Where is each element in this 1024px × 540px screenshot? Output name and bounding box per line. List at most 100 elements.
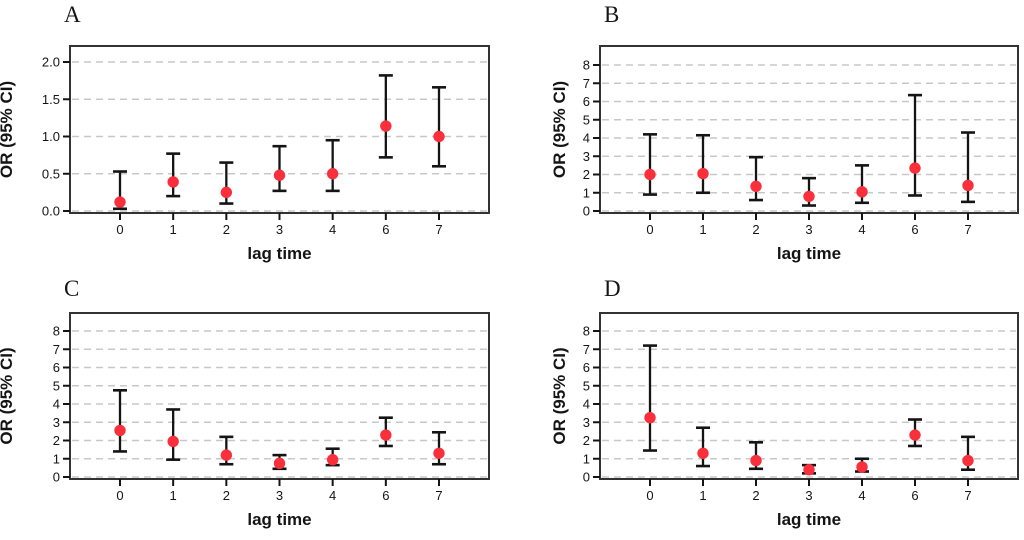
y-tick-label: 3 (583, 415, 590, 430)
y-axis-title: OR (95% CI) (0, 81, 16, 178)
data-point (114, 196, 126, 208)
y-tick-label: 2.0 (42, 55, 60, 70)
y-tick-label: 1 (583, 185, 590, 200)
x-tick-label: 3 (276, 222, 283, 237)
x-axis-title: lag time (777, 510, 841, 529)
panel-label-a: A (64, 2, 81, 27)
y-tick-label: 0 (583, 204, 590, 219)
y-axis-title: OR (95% CI) (550, 81, 569, 178)
x-tick-label: 2 (752, 222, 759, 237)
data-point (273, 169, 286, 181)
y-tick-label: 1 (583, 451, 590, 466)
x-tick-label: 3 (805, 488, 812, 503)
data-point (273, 457, 286, 470)
data-point (433, 130, 445, 143)
y-axis-title: OR (95% CI) (550, 347, 569, 444)
data-point (803, 464, 815, 476)
y-tick-label: 6 (53, 360, 60, 375)
data-point (750, 180, 762, 193)
data-point (433, 447, 445, 459)
x-tick-label: 0 (646, 222, 653, 237)
panel-d-plot: 0 1 2 3 4 5 6 7 8 0 1 2 3 4 6 7 lag time OR (95% CI) (550, 312, 1019, 529)
panel-b-plot: 0 1 2 3 4 5 6 7 8 0 1 2 3 4 6 7 lag time OR (95% CI) (550, 45, 1019, 263)
y-tick-label: 2 (53, 433, 60, 448)
panel-c: C 0 1 2 3 4 5 6 7 8 0 1 2 3 4 6 7 lag time OR (95% CI) (0, 270, 512, 540)
x-axis-title: lag time (777, 244, 841, 263)
data-point (909, 429, 921, 441)
x-axis-title: lag time (247, 510, 311, 529)
y-tick-label: 5 (53, 378, 60, 393)
y-tick-label: 0 (583, 470, 590, 485)
panel-label-b: B (604, 2, 620, 27)
data-point (326, 168, 339, 180)
y-tick-label: 6 (583, 94, 590, 109)
x-tick-label: 7 (964, 222, 971, 237)
data-point (803, 190, 815, 203)
y-tick-label: 2 (583, 433, 590, 448)
x-tick-label: 3 (805, 222, 812, 237)
data-point (380, 429, 392, 441)
y-tick-label: 7 (53, 342, 60, 357)
x-tick-label: 2 (223, 222, 230, 237)
y-tick-label: 1 (53, 451, 60, 466)
data-point (697, 167, 709, 180)
panel-d: D 0 1 2 3 4 5 6 7 8 0 1 2 3 4 6 7 lag time OR (95% CI) (512, 270, 1024, 540)
x-tick-label: 4 (329, 222, 336, 237)
x-tick-label: 0 (646, 488, 653, 503)
panel-b: B 0 1 2 3 4 5 6 7 8 0 1 2 3 4 6 7 lag time OR (95% CI) (512, 0, 1024, 270)
x-axis-title: lag time (247, 244, 311, 263)
x-tick-label: 1 (699, 222, 706, 237)
y-tick-label: 2 (583, 167, 590, 182)
data-point (114, 424, 126, 437)
x-tick-label: 1 (170, 488, 177, 503)
x-tick-label: 7 (435, 488, 442, 503)
y-tick-label: 4 (583, 397, 590, 412)
y-tick-label: 8 (583, 58, 590, 73)
x-tick-label: 4 (858, 488, 865, 503)
data-point (644, 411, 656, 424)
x-tick-label: 3 (276, 488, 283, 503)
y-tick-label: 5 (583, 378, 590, 393)
data-point (220, 449, 233, 461)
y-axis-title: OR (95% CI) (0, 347, 16, 444)
x-tick-label: 6 (911, 488, 918, 503)
y-tick-label: 8 (53, 324, 60, 339)
x-tick-label: 4 (858, 222, 865, 237)
data-point (220, 186, 233, 199)
panel-label-d: D (604, 276, 621, 301)
x-tick-label: 4 (329, 488, 336, 503)
data-point (326, 453, 339, 466)
data-point (167, 435, 179, 448)
x-tick-label: 0 (116, 488, 123, 503)
y-tick-label: 7 (583, 342, 590, 357)
data-point (167, 176, 179, 188)
data-point (962, 454, 974, 467)
y-tick-label: 7 (583, 76, 590, 91)
y-tick-label: 1.5 (42, 92, 60, 107)
x-tick-label: 1 (699, 488, 706, 503)
data-point (697, 447, 709, 459)
data-point (380, 120, 392, 132)
panel-a-plot: 0.0 0.5 1.0 1.5 2.0 0 1 2 3 4 6 7 lag time OR (95% CI… (0, 45, 490, 263)
y-tick-label: 0.0 (42, 204, 60, 219)
panel-label-c: C (64, 276, 80, 301)
y-tick-label: 1.0 (42, 129, 60, 144)
plot-frame (599, 312, 1019, 480)
x-tick-label: 7 (435, 222, 442, 237)
y-tick-label: 0 (53, 470, 60, 485)
y-tick-label: 4 (53, 397, 60, 412)
data-point (856, 461, 868, 473)
data-point (909, 162, 921, 174)
x-tick-label: 2 (223, 488, 230, 503)
y-tick-label: 3 (53, 415, 60, 430)
x-tick-label: 6 (382, 488, 389, 503)
y-tick-label: 8 (583, 324, 590, 339)
data-point (644, 168, 656, 181)
x-tick-label: 7 (964, 488, 971, 503)
x-tick-label: 1 (170, 222, 177, 237)
x-tick-label: 2 (752, 488, 759, 503)
data-point (856, 186, 868, 198)
panel-a: A 0.0 0.5 1.0 1.5 2.0 0 1 2 3 4 6 7 lag time OR (95% … (0, 0, 512, 270)
data-point (750, 454, 762, 467)
